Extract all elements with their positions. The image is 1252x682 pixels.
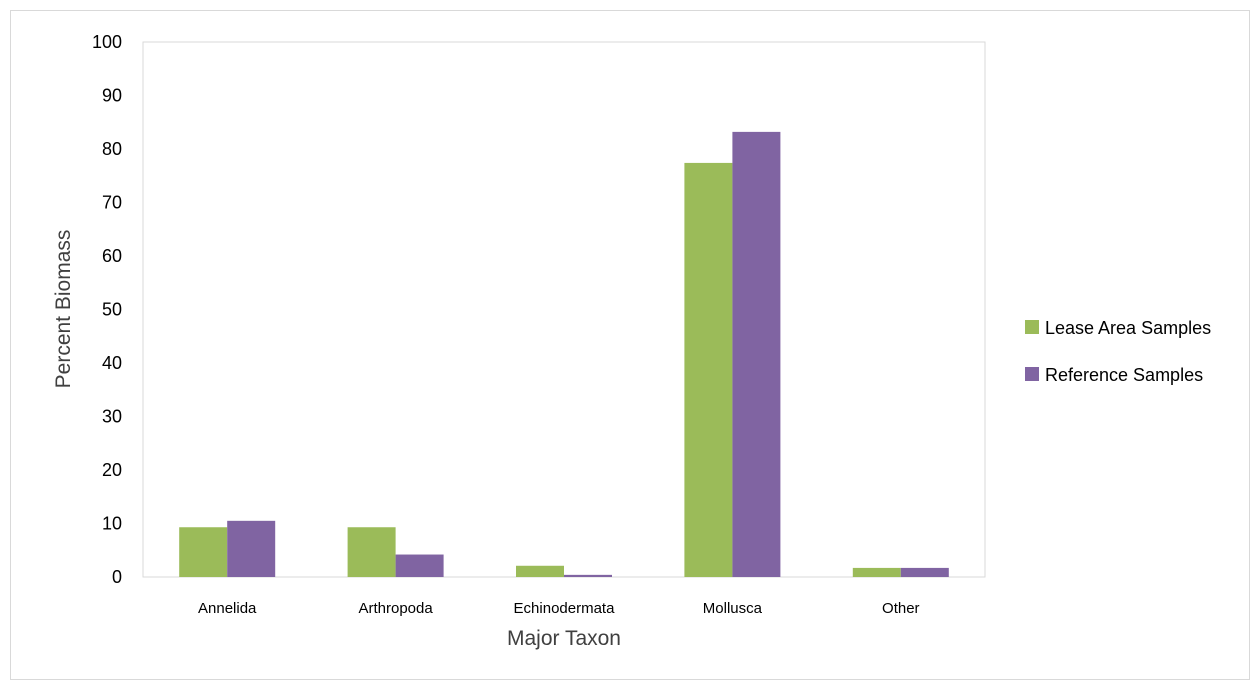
- legend-swatch: [1025, 367, 1039, 381]
- bar-arthropoda-series-1: [395, 554, 444, 577]
- bar-annelida-series-1: [227, 520, 276, 577]
- x-category-label: Echinodermata: [514, 600, 616, 617]
- y-axis-ticks: 0 10 20 30 40 50 60 70 80 90 100: [92, 32, 122, 587]
- bar-arthropoda-series-0: [347, 527, 396, 577]
- bars: [179, 131, 949, 577]
- y-tick-label: 80: [102, 139, 122, 159]
- legend: Lease Area Samples Reference Samples: [1025, 318, 1211, 385]
- x-category-label: Mollusca: [703, 600, 763, 617]
- y-tick-label: 30: [102, 407, 122, 427]
- y-tick-label: 50: [102, 300, 122, 320]
- bar-echinodermata-series-1: [564, 574, 612, 577]
- plot-area: [142, 41, 986, 578]
- y-tick-label: 0: [112, 567, 122, 587]
- x-axis-title: Major Taxon: [507, 627, 621, 650]
- y-tick-label: 40: [102, 353, 122, 373]
- bar-mollusca-series-1: [732, 131, 781, 577]
- y-axis-title: Percent Biomass: [52, 230, 75, 389]
- x-category-label: Annelida: [198, 600, 257, 617]
- y-tick-label: 90: [102, 86, 122, 106]
- bar-annelida-series-0: [179, 527, 228, 577]
- y-tick-label: 10: [102, 514, 122, 534]
- bar-echinodermata-series-0: [516, 565, 564, 577]
- y-tick-label: 100: [92, 32, 122, 52]
- legend-label: Reference Samples: [1045, 365, 1203, 385]
- legend-swatch: [1025, 320, 1039, 334]
- x-category-label: Arthropoda: [358, 600, 433, 617]
- bar-other-series-0: [852, 567, 901, 577]
- x-axis-ticks: Annelida Arthropoda Echinodermata Mollusca O…: [198, 600, 920, 617]
- y-tick-label: 60: [102, 246, 122, 266]
- bar-mollusca-series-0: [684, 162, 733, 577]
- y-tick-label: 70: [102, 193, 122, 213]
- bar-other-series-1: [900, 567, 949, 577]
- x-category-label: Other: [882, 600, 920, 617]
- y-tick-label: 20: [102, 460, 122, 480]
- legend-label: Lease Area Samples: [1045, 318, 1211, 338]
